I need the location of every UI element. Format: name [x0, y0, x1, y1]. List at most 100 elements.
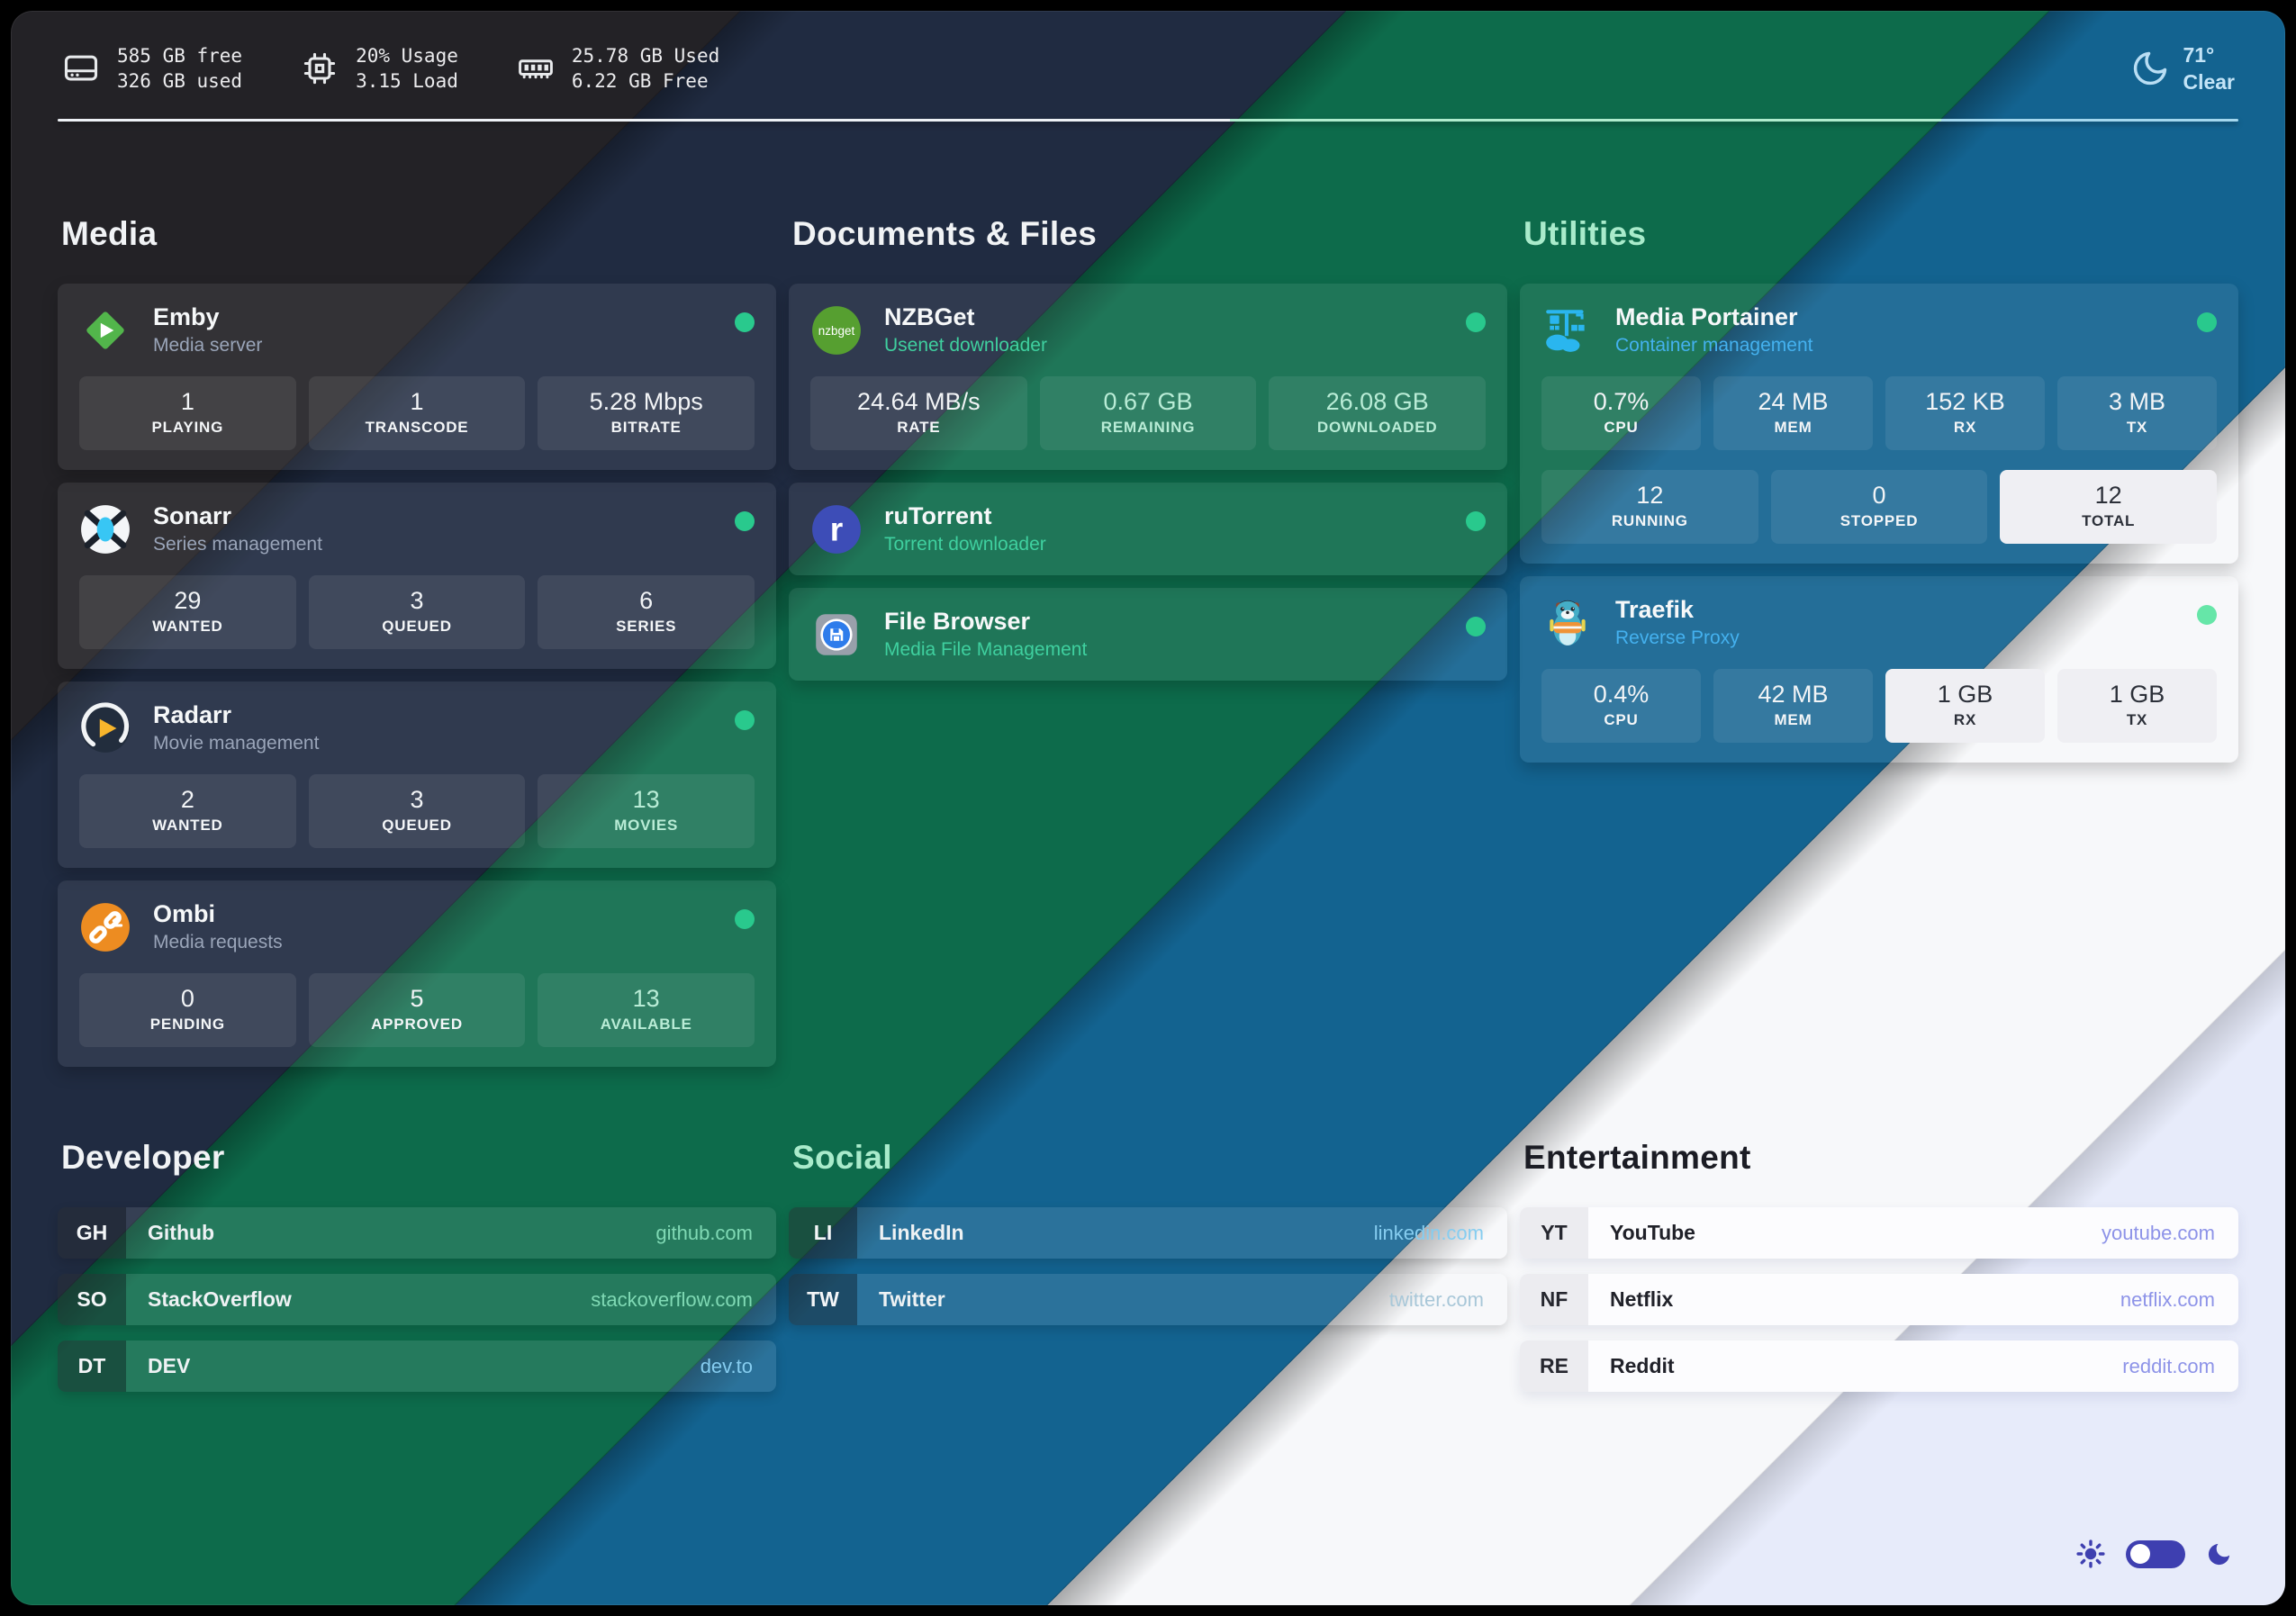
stat-bitrate: 5.28 Mbps BITRATE [538, 376, 755, 450]
app-name: Radarr [153, 701, 232, 728]
app-subtitle: Torrent downloader [884, 534, 1046, 555]
link-url: youtube.com [2102, 1221, 2215, 1244]
status-dot [735, 909, 755, 929]
sun-icon[interactable] [2075, 1539, 2106, 1569]
cpu-usage: 20% Usage [356, 45, 458, 67]
stat-cpu: 0.4% CPU [1541, 669, 1701, 743]
app-name: Emby [153, 303, 220, 330]
section-documents: Documents & Files nzbget NZBGet Usenet d… [789, 215, 1507, 693]
stat-remaining: 0.67 GB REMAINING [1039, 376, 1257, 450]
link-tag: TW [789, 1274, 857, 1325]
theme-controls [2075, 1539, 2233, 1569]
system-status-bar: 585 GB free 326 GB used 20% Us [11, 11, 2285, 95]
section-utilities: Utilities [1520, 215, 2238, 775]
app-card-emby[interactable]: Emby Media server 1 PLAYING 1 TRANSCODE [58, 284, 776, 470]
section-title-social: Social [792, 1139, 892, 1176]
app-subtitle: Series management [153, 534, 322, 555]
link-tag: NF [1520, 1274, 1588, 1325]
app-name: File Browser [884, 608, 1031, 635]
link-youtube[interactable]: YT YouTube youtube.com [1520, 1207, 2238, 1259]
link-linkedin[interactable]: LI LinkedIn linkedin.com [789, 1207, 1507, 1259]
topbar-divider [58, 119, 2238, 122]
svg-text:r: r [830, 510, 844, 547]
link-stackoverflow[interactable]: SO StackOverflow stackoverflow.com [58, 1274, 776, 1325]
stat-total: 12 TOTAL [2000, 470, 2218, 544]
stat-stopped: 0 STOPPED [1770, 470, 1988, 544]
radarr-icon [79, 701, 131, 754]
weather-condition: Clear [2183, 70, 2235, 94]
rutorrent-icon: r [810, 503, 863, 555]
stat-wanted: 2 WANTED [79, 774, 296, 848]
app-card-rutorrent[interactable]: r ruTorrent Torrent downloader [789, 483, 1507, 575]
link-tag: RE [1520, 1341, 1588, 1392]
status-dot [735, 710, 755, 730]
section-social: Social LI LinkedIn linkedin.com TW Twitt… [789, 1139, 1507, 1341]
stat-playing: 1 PLAYING [79, 376, 296, 450]
link-tag: YT [1520, 1207, 1588, 1259]
nzbget-icon: nzbget [810, 304, 863, 357]
app-card-sonarr[interactable]: Sonarr Series management 29 WANTED 3 QUE… [58, 483, 776, 669]
sonarr-icon [79, 503, 131, 555]
link-twitter[interactable]: TW Twitter twitter.com [789, 1274, 1507, 1325]
section-developer: Developer GH Github github.com SO StackO… [58, 1139, 776, 1407]
app-card-radarr[interactable]: Radarr Movie management 2 WANTED 3 QUEUE… [58, 682, 776, 868]
hard-drive-icon [61, 49, 101, 88]
link-github[interactable]: GH Github github.com [58, 1207, 776, 1259]
stat-wanted: 29 WANTED [79, 575, 296, 649]
status-dot [1466, 312, 1486, 332]
link-tag: DT [58, 1341, 126, 1392]
link-label: Twitter [879, 1287, 945, 1311]
cpu-load: 3.15 Load [356, 70, 458, 92]
link-netflix[interactable]: NF Netflix netflix.com [1520, 1274, 2238, 1325]
link-url: netflix.com [2120, 1287, 2215, 1311]
disk-free: 585 GB free [117, 45, 243, 67]
app-card-traefik[interactable]: Traefik Reverse Proxy 0.4% CPU 42 MB MEM [1520, 576, 2238, 763]
cpu-stat: 20% Usage 3.15 Load [300, 43, 458, 94]
status-dot [2197, 605, 2217, 625]
stat-approved: 5 APPROVED [308, 973, 526, 1047]
app-card-portainer[interactable]: Media Portainer Container management 0.7… [1520, 284, 2238, 564]
weather-temp: 71° [2183, 43, 2215, 67]
stat-series: 6 SERIES [538, 575, 755, 649]
link-url: reddit.com [2122, 1354, 2215, 1377]
link-reddit[interactable]: RE Reddit reddit.com [1520, 1341, 2238, 1392]
stat-rx: 1 GB RX [1885, 669, 2045, 743]
app-card-nzbget[interactable]: nzbget NZBGet Usenet downloader 24.64 MB… [789, 284, 1507, 470]
stat-cpu: 0.7% CPU [1541, 376, 1701, 450]
stat-queued: 3 QUEUED [308, 575, 526, 649]
stat-available: 13 AVAILABLE [538, 973, 755, 1047]
link-tag: GH [58, 1207, 126, 1259]
app-card-filebrowser[interactable]: File Browser Media File Management [789, 588, 1507, 681]
section-media: Media Emby Media server [58, 215, 776, 1079]
section-title-developer: Developer [61, 1139, 225, 1176]
theme-toggle-switch[interactable] [2126, 1539, 2185, 1568]
cpu-icon [300, 49, 339, 88]
filebrowser-icon [810, 609, 863, 661]
app-card-ombi[interactable]: Ombi Media requests 0 PENDING 5 APPROVED [58, 880, 776, 1067]
app-name: Media Portainer [1615, 303, 1798, 330]
app-subtitle: Media server [153, 335, 263, 356]
link-label: Reddit [1610, 1354, 1675, 1377]
ram-stat: 25.78 GB Used 6.22 GB Free [516, 43, 719, 94]
stat-queued: 3 QUEUED [308, 774, 526, 848]
link-label: YouTube [1610, 1221, 1695, 1244]
status-dot [735, 312, 755, 332]
section-title-utilities: Utilities [1523, 215, 1647, 252]
app-subtitle: Container management [1615, 335, 1813, 356]
app-name: Traefik [1615, 596, 1695, 623]
stat-transcode: 1 TRANSCODE [308, 376, 526, 450]
portainer-icon [1541, 304, 1594, 357]
stat-running: 12 RUNNING [1541, 470, 1758, 544]
link-dev[interactable]: DT DEV dev.to [58, 1341, 776, 1392]
section-entertainment: Entertainment YT YouTube youtube.com NF … [1520, 1139, 2238, 1407]
status-dot [1466, 511, 1486, 531]
moon-icon[interactable] [2205, 1540, 2233, 1568]
stat-tx: 1 GB TX [2057, 669, 2217, 743]
app-name: Ombi [153, 900, 216, 927]
ram-used: 25.78 GB Used [571, 45, 720, 67]
links-grid: Developer GH Github github.com SO StackO… [11, 1139, 2285, 1407]
emby-icon [79, 304, 131, 357]
ombi-icon [79, 901, 131, 953]
status-dot [735, 511, 755, 531]
app-name: NZBGet [884, 303, 975, 330]
